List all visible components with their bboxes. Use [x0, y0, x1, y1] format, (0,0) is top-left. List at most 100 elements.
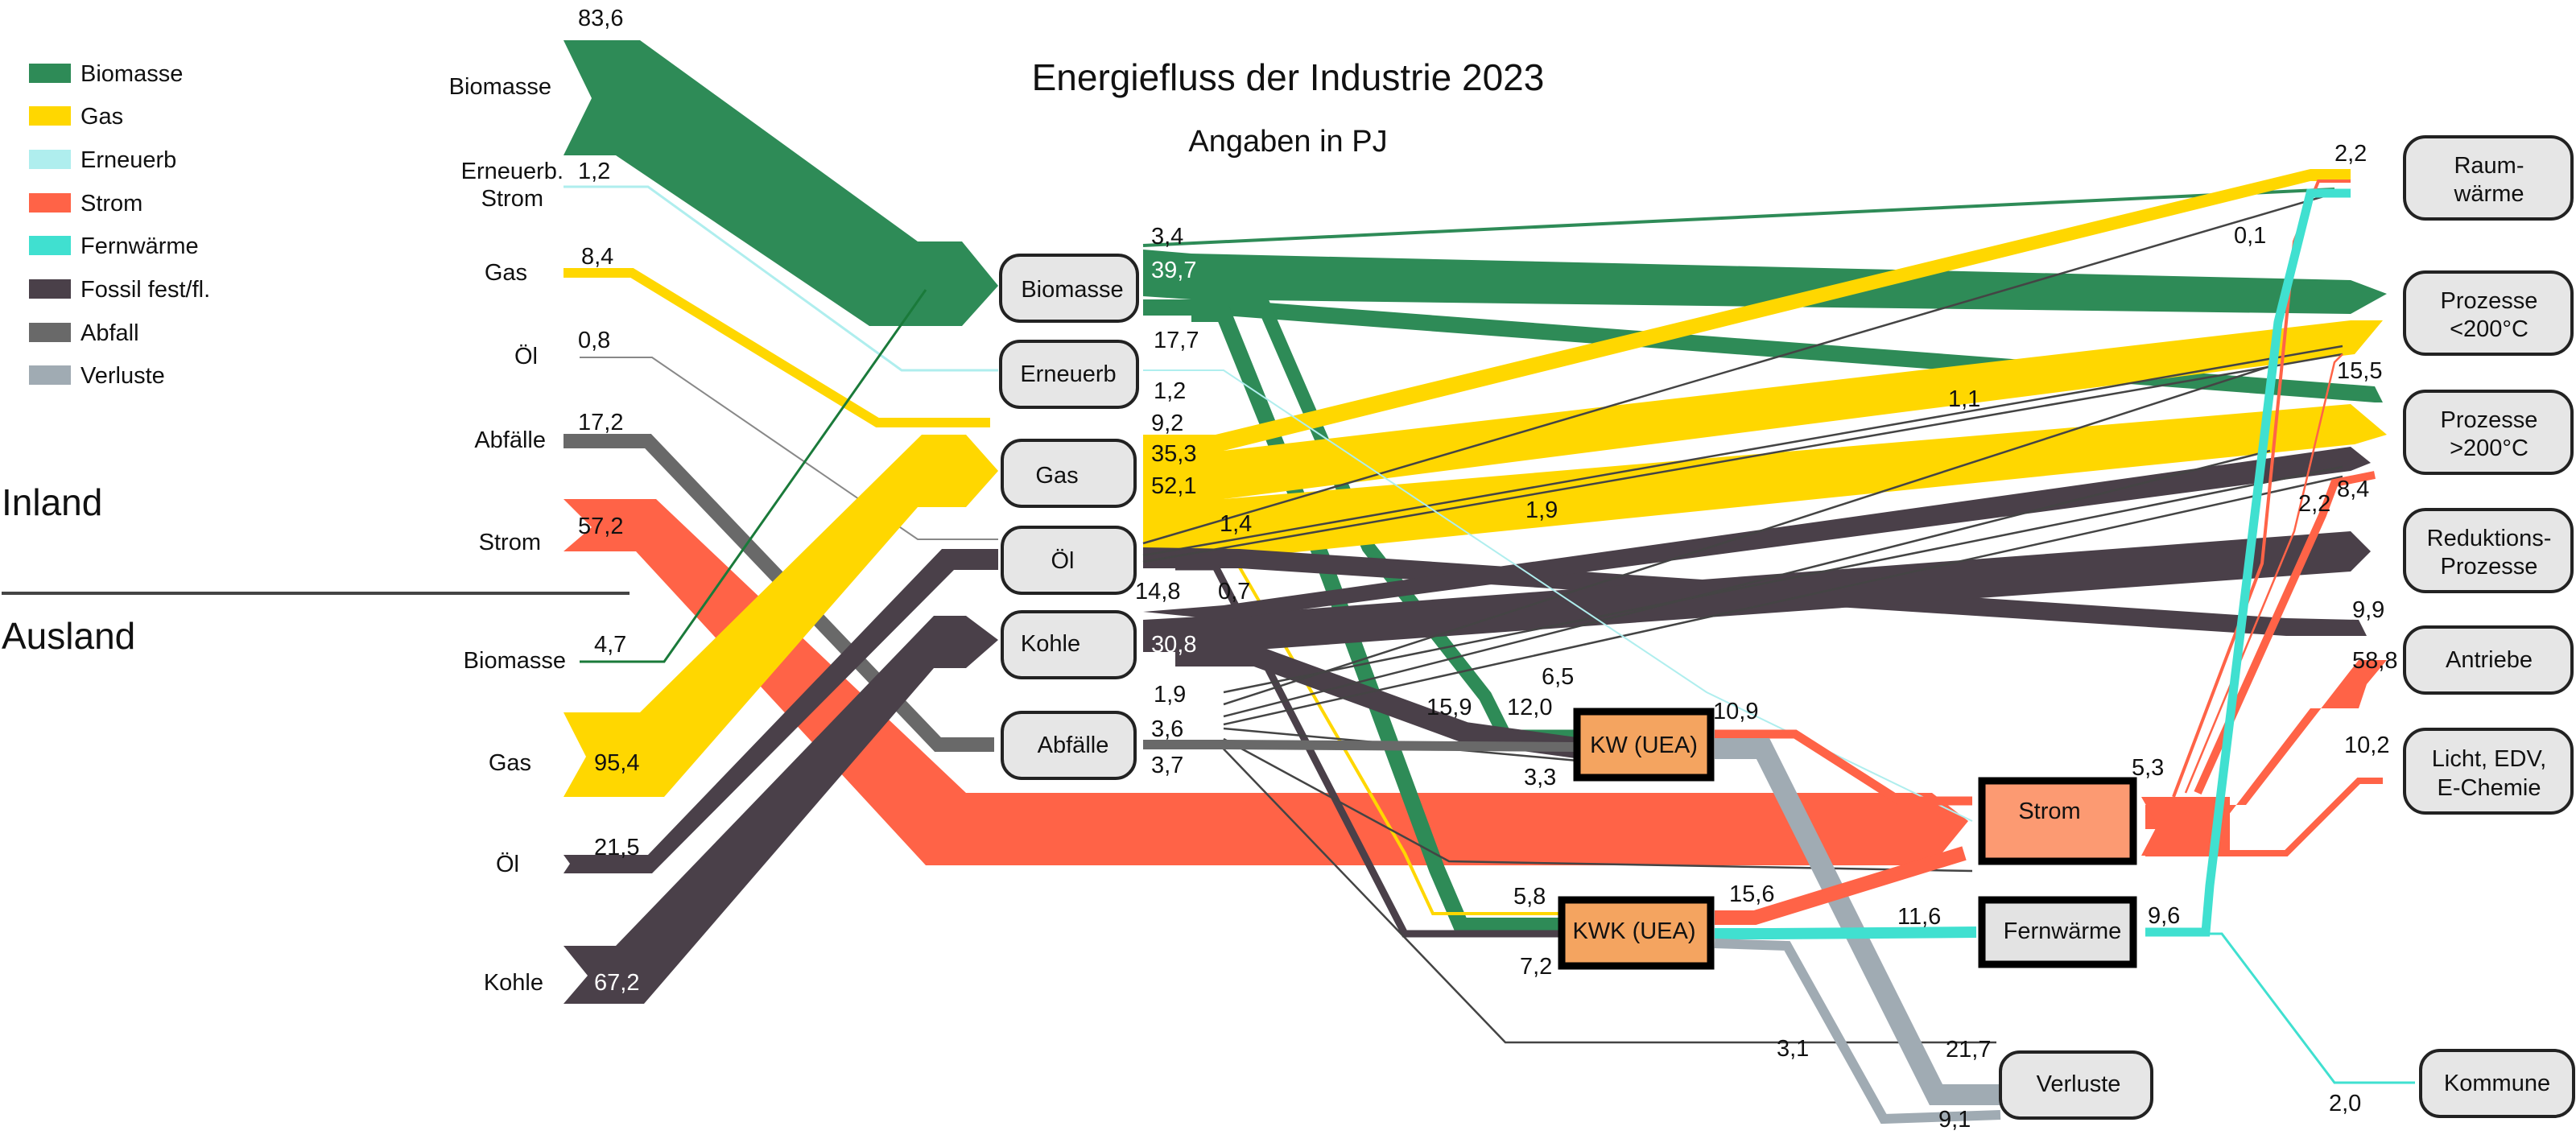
node-kwk-uea-label: KWK (UEA)	[1572, 918, 1695, 944]
node-kommune[interactable]: Kommune	[2419, 1049, 2575, 1118]
legend-swatch-abfall	[29, 323, 71, 342]
node-oel[interactable]: Öl	[1001, 526, 1137, 595]
flow-gas-ausland	[564, 435, 998, 797]
node-abfaelle[interactable]: Abfälle	[1001, 711, 1137, 780]
node-licht-edv[interactable]: Licht, EDV, E-Chemie	[2403, 728, 2574, 815]
node-kohle-label: Kohle	[1021, 631, 1080, 657]
legend-swatch-verluste	[29, 365, 71, 385]
flow-fw-raum	[2145, 188, 2351, 937]
src-inland-biomasse-label: Biomasse	[449, 74, 551, 100]
node-biomasse[interactable]: Biomasse	[999, 254, 1139, 323]
flow-kwk-fw	[1715, 926, 1977, 939]
legend-label-fossil: Fossil fest/fl.	[80, 277, 210, 303]
src-ausland-biomasse-label: Biomasse	[464, 648, 566, 674]
val-kw-159: 15,9	[1426, 695, 1472, 720]
node-prozesse-gt200-label2: >200°C	[2450, 435, 2529, 461]
val-licht-102: 10,2	[2344, 733, 2389, 758]
val-gas-p200: 35,3	[1151, 441, 1196, 467]
src-ausland-biomasse-value: 4,7	[594, 632, 626, 658]
flow-kwk-verluste	[1714, 939, 2001, 1125]
flow-abfaelle-out	[1143, 740, 1579, 752]
node-kohle[interactable]: Kohle	[1001, 610, 1137, 679]
node-reduktionsprozesse[interactable]: Reduktions- Prozesse	[2403, 508, 2574, 593]
source-labels-ausland: Biomasse 4,7 Gas 95,4 Öl 21,5 Kohle 67,2	[464, 632, 640, 996]
node-prozesse-gt200[interactable]: Prozesse >200°C	[2403, 390, 2574, 475]
node-biomasse-label: Biomasse	[1021, 277, 1123, 303]
node-kwk-uea[interactable]: KWK (UEA)	[1558, 896, 1715, 970]
val-fw-96: 9,6	[2148, 903, 2180, 929]
node-verluste[interactable]: Verluste	[1999, 1050, 2153, 1120]
flow-biomasse-raum	[1142, 188, 2335, 247]
legend-swatch-fossil	[29, 279, 71, 299]
node-raumwaerme[interactable]: Raum- wärme	[2403, 135, 2574, 221]
node-kw-uea[interactable]: KW (UEA)	[1573, 708, 1715, 782]
flow-gas-pgt200	[1143, 404, 2387, 559]
src-inland-biomasse-value: 83,6	[578, 6, 623, 31]
node-licht-edv-label2: E-Chemie	[2438, 775, 2541, 801]
node-antriebe[interactable]: Antriebe	[2403, 625, 2574, 695]
val-ern: 1,2	[1154, 378, 1186, 404]
flow-erneuerb-out	[1143, 369, 1973, 822]
src-inland-abfaelle-value: 17,2	[578, 410, 623, 435]
legend-swatch-strom	[29, 193, 71, 213]
flow-kw-verluste	[1715, 738, 2004, 1105]
flow-biomasse-ausland	[580, 289, 927, 663]
val-verl-31: 3,1	[1777, 1036, 1809, 1062]
flow-kohle-pgt200	[1143, 447, 2371, 620]
flow-erneuerb-strom	[564, 185, 998, 372]
flow-gas-raum	[1143, 169, 2351, 451]
val-oel-small: 0,7	[1218, 579, 1250, 605]
flow-kohle-reduktion	[1143, 531, 2371, 652]
node-fernwaerme[interactable]: Fernwärme	[1978, 896, 2137, 968]
legend-swatch-gas	[29, 106, 71, 126]
src-inland-strom-value: 57,2	[578, 514, 623, 539]
src-ausland-gas-label: Gas	[489, 750, 531, 776]
legend-label-strom: Strom	[80, 191, 142, 217]
node-strom[interactable]: Strom	[1978, 777, 2137, 865]
flow-biomasse-inland	[564, 40, 998, 326]
use-nodes: Raum- wärme Prozesse <200°C Prozesse >20…	[2403, 135, 2575, 1118]
src-ausland-kohle-label: Kohle	[484, 970, 543, 996]
flow-strom-main	[2141, 797, 2230, 856]
flow-fw-kommune	[2198, 932, 2415, 1084]
flow-oel-inland	[580, 357, 998, 540]
region-inland-label: Inland	[2, 481, 102, 523]
val-raum-22: 2,2	[2334, 141, 2367, 167]
node-erneuerb[interactable]: Erneuerb	[999, 340, 1139, 409]
src-inland-oel-label: Öl	[514, 344, 538, 369]
node-reduktionsprozesse-label: Reduktions-	[2427, 526, 2552, 551]
val-pgt-22: 2,2	[2298, 491, 2330, 517]
flow-gas-p200	[1143, 320, 2383, 499]
flow-strom-pgt1	[2194, 471, 2376, 795]
val-raum-01: 0,1	[2234, 223, 2266, 249]
val-kohle-small: 1,9	[1154, 682, 1186, 708]
src-inland-abfaelle-label: Abfälle	[474, 427, 546, 453]
val-abf-a: 3,6	[1151, 716, 1183, 742]
val-abf-b: 3,7	[1151, 753, 1183, 778]
src-inland-erneuerb-label2: Strom	[481, 186, 543, 212]
node-antriebe-label: Antriebe	[2446, 647, 2533, 673]
val-kommune-20: 2,0	[2329, 1091, 2361, 1116]
src-ausland-gas-value: 95,4	[594, 750, 639, 776]
node-reduktionsprozesse-label2: Prozesse	[2441, 554, 2538, 580]
legend-label-gas: Gas	[80, 104, 123, 130]
legend: Biomasse Gas Erneuerb Strom Fernwärme Fo…	[29, 61, 210, 389]
node-gas[interactable]: Gas	[1001, 439, 1137, 508]
src-inland-erneuerb-label: Erneuerb.	[461, 159, 564, 184]
node-gas-label: Gas	[1035, 463, 1078, 489]
legend-label-verluste: Verluste	[80, 363, 165, 389]
legend-label-biomasse: Biomasse	[80, 61, 183, 87]
val-verl-217: 21,7	[1946, 1037, 1991, 1063]
node-prozesse-lt200[interactable]: Prozesse <200°C	[2403, 270, 2574, 356]
src-ausland-kohle-value: 67,2	[594, 970, 639, 996]
src-inland-erneuerb-value: 1,2	[578, 159, 610, 184]
legend-swatch-biomasse	[29, 64, 71, 83]
legend-swatch-fernwaerme	[29, 236, 71, 255]
node-raumwaerme-label2: wärme	[2453, 181, 2524, 207]
src-inland-oel-value: 0,8	[578, 328, 610, 353]
flow-biomasse-p200	[1143, 250, 2387, 314]
node-raumwaerme-label: Raum-	[2454, 153, 2524, 179]
node-fernwaerme-label: Fernwärme	[2004, 918, 2122, 944]
val-kwk-fw: 11,6	[1897, 904, 1941, 930]
